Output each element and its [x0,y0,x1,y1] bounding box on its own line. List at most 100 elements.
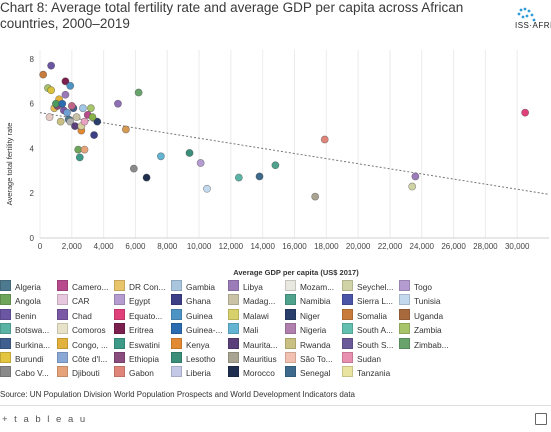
legend-item[interactable]: Malawi [228,308,269,322]
legend-item[interactable]: Niger [285,308,320,322]
data-point[interactable] [67,102,76,110]
data-point[interactable] [134,88,143,97]
legend-item[interactable]: South A... [342,323,393,336]
legend-swatch [228,366,239,378]
x-tick-label: 8,000 [157,242,178,251]
legend-item[interactable]: Botswa... [0,323,49,336]
data-point[interactable] [411,172,420,181]
legend-item[interactable]: Namibia [285,294,330,307]
data-point[interactable] [72,113,81,122]
legend-item[interactable]: Nigeria [285,323,326,336]
data-point[interactable] [58,99,67,108]
data-point[interactable] [75,153,84,162]
data-point[interactable] [114,99,122,108]
legend-item[interactable]: Sudan [342,352,381,365]
data-point[interactable] [311,192,320,201]
data-point[interactable] [185,149,194,157]
legend-item[interactable]: Benin [0,308,36,322]
x-tick-label: 12,000 [219,242,244,251]
data-point[interactable] [196,159,205,167]
legend-item[interactable]: Seychel... [342,280,393,293]
data-point[interactable] [129,164,138,173]
legend-item[interactable]: Djibouti [57,366,100,379]
data-point[interactable] [56,117,65,126]
data-point[interactable] [45,113,54,122]
legend-item[interactable]: Eritrea [114,323,153,336]
legend-item[interactable]: Algeria [0,280,41,293]
share-icon[interactable] [535,413,547,425]
legend-item[interactable]: Ethiopia [114,352,159,365]
legend-item[interactable]: São To... [285,352,333,365]
legend-item[interactable]: Burkina... [0,337,50,351]
data-point[interactable] [66,117,75,126]
data-point[interactable] [121,125,130,134]
legend-item[interactable]: Burundi [0,352,44,365]
data-point[interactable] [156,152,165,161]
legend-item[interactable]: Morocco [228,366,275,379]
legend-label: Namibia [300,296,331,307]
legend-item[interactable]: Sierra L... [342,294,393,307]
legend-swatch [171,308,182,320]
legend-item[interactable]: Gambia [171,280,215,293]
legend-item[interactable]: Ghana [171,294,211,307]
data-point[interactable] [80,145,89,154]
data-point[interactable] [320,135,329,144]
data-point[interactable] [61,77,70,86]
data-point[interactable] [63,108,71,117]
legend-item[interactable]: Liberia [171,366,211,379]
data-point[interactable] [90,131,98,139]
legend-item[interactable]: Cabo V... [0,366,49,379]
legend-item[interactable]: Mauritius [228,352,277,365]
legend-item[interactable]: Egypt [114,294,150,307]
legend-item[interactable]: Equato... [114,308,162,322]
legend-item[interactable]: Mozam... [285,280,334,293]
legend-item[interactable]: Chad [57,308,92,322]
legend-item[interactable]: Kenya [171,337,210,351]
legend-item[interactable]: Côte d'I... [57,352,107,365]
legend-item[interactable]: Maurita... [228,337,278,351]
legend-item[interactable]: Madag... [228,294,275,307]
data-point[interactable] [39,70,48,79]
data-point[interactable] [88,113,97,122]
legend-item[interactable]: Guinea [171,308,213,322]
data-point[interactable] [47,61,56,70]
legend-item[interactable]: Senegal [285,366,330,379]
data-point[interactable] [203,184,211,193]
legend-item[interactable]: Congo, ... [57,337,108,351]
legend-item[interactable]: Guinea-... [171,323,222,336]
legend-item[interactable]: Gabon [114,366,154,379]
legend-label: Nigeria [300,325,327,336]
legend-item[interactable]: Comoros [57,323,106,336]
legend-item[interactable]: South S... [342,337,393,351]
legend-item[interactable]: Zimbab... [399,337,449,351]
legend-item[interactable]: Somalia [342,308,387,322]
legend-item[interactable]: Rwanda [285,337,330,351]
legend-item[interactable]: Uganda [399,308,443,322]
data-point[interactable] [521,108,530,117]
legend-item[interactable]: CAR [57,294,90,307]
data-point[interactable] [93,117,102,126]
legend-item[interactable]: Lesotho [171,352,216,365]
data-point[interactable] [47,86,56,95]
legend-item[interactable]: Eswatini [114,337,160,351]
data-point[interactable] [255,172,264,181]
data-point[interactable] [234,173,243,182]
legend-item[interactable]: Mali [228,323,258,336]
data-point[interactable] [408,182,417,191]
legend-item[interactable]: Camero... [57,280,108,293]
legend-swatch [171,366,182,378]
data-point[interactable] [80,117,89,126]
legend-item[interactable]: Zambia [399,323,442,336]
data-point[interactable] [271,161,280,170]
legend-item[interactable]: Tunisia [399,294,440,307]
legend-item[interactable]: Libya [228,280,263,293]
data-point[interactable] [61,90,70,99]
legend-item[interactable]: Angola [0,294,41,307]
data-point[interactable] [79,104,87,113]
data-point[interactable] [87,104,95,113]
legend-item[interactable]: Tanzania [342,366,390,379]
data-point[interactable] [66,81,75,90]
data-point[interactable] [142,173,151,182]
legend-item[interactable]: DR Con... [114,280,165,293]
legend-item[interactable]: Togo [399,280,432,293]
